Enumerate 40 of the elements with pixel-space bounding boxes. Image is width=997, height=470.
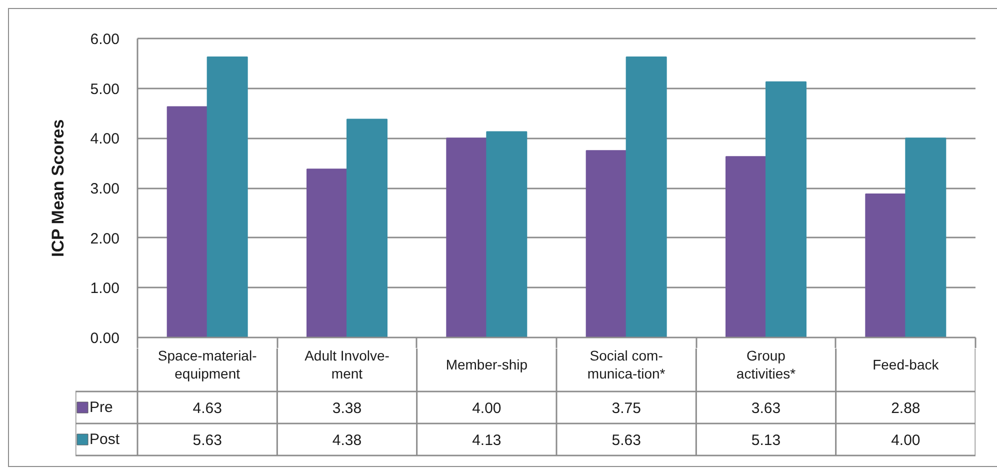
data-label: 4.38	[332, 432, 362, 449]
x-tick-label: Group activities*	[736, 347, 796, 382]
bar	[865, 193, 906, 338]
y-tick-label: 0.00	[90, 330, 120, 347]
data-label: 4.00	[472, 400, 502, 417]
legend-label: Pre	[90, 399, 113, 416]
bar	[766, 81, 806, 338]
y-tick-label: 4.00	[90, 130, 120, 148]
x-tick-label: Adult Involve-ment	[304, 347, 390, 382]
bar	[586, 150, 627, 338]
data-label: 3.38	[332, 400, 362, 417]
y-tick-label: 6.00	[90, 31, 120, 48]
bar	[446, 138, 488, 338]
bar	[166, 106, 208, 338]
x-tick-label: Member-ship	[446, 356, 528, 372]
bar	[905, 138, 946, 338]
data-label: 5.63	[192, 432, 222, 449]
data-label: 5.13	[751, 432, 781, 449]
bar	[726, 156, 766, 338]
y-tick-label: 3.00	[90, 180, 120, 198]
data-label: 4.63	[192, 400, 222, 417]
data-label: 4.00	[891, 432, 920, 449]
x-tick-label: Feed-back	[872, 356, 940, 372]
y-tick-label: 5.00	[90, 80, 120, 98]
data-label: 3.63	[751, 400, 781, 417]
y-tick-label: 2.00	[90, 230, 120, 248]
y-tick-label: 1.00	[90, 280, 120, 298]
data-label: 3.75	[612, 400, 641, 417]
x-tick-label: Space-material-equipment	[158, 347, 258, 382]
bar	[346, 118, 388, 338]
data-label: 5.63	[612, 432, 641, 449]
bar	[306, 168, 348, 338]
bar	[206, 56, 248, 338]
legend-label: Post	[90, 431, 120, 448]
bar	[486, 131, 528, 338]
y-axis-title: ICP Mean Scores	[48, 119, 68, 257]
bar	[626, 56, 667, 338]
data-label: 2.88	[891, 400, 920, 417]
data-label: 4.13	[472, 432, 502, 449]
x-tick-label: Social com-munica-tion*	[587, 347, 666, 382]
